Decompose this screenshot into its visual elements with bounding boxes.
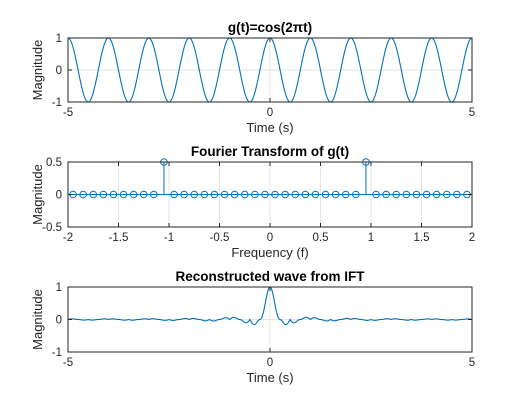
- y-axis-label: Magnitude: [30, 164, 45, 225]
- y-tick-label: 1: [56, 282, 62, 294]
- x-tick-label: 5: [469, 107, 475, 119]
- x-tick-label: 2: [469, 232, 475, 244]
- x-tick-label: 0.5: [313, 232, 329, 244]
- y-tick-label: -1: [52, 347, 62, 359]
- subplot-3: -5 0 5 -1 0 1 Reconstructed wave from IFT Time …: [30, 269, 475, 385]
- x-tick-label: -1.5: [109, 232, 129, 244]
- y-axis-label: Magnitude: [30, 40, 45, 101]
- y-tick-label: 0: [56, 315, 62, 327]
- y-axis-label: Magnitude: [30, 289, 45, 350]
- x-tick-label: 0: [267, 357, 273, 369]
- x-tick-label: -5: [63, 107, 73, 119]
- x-tick-label: 1: [368, 232, 374, 244]
- x-tick-label: 0: [267, 232, 273, 244]
- chart-title: Fourier Transform of g(t): [191, 144, 349, 159]
- chart-title: g(t)=cos(2πt): [228, 20, 312, 35]
- x-tick-label: 1.5: [414, 232, 430, 244]
- x-tick-label: -1: [164, 232, 174, 244]
- y-tick-label: 1: [56, 33, 62, 45]
- x-tick-label: -2: [63, 232, 73, 244]
- y-tick-label: 0: [56, 65, 62, 77]
- y-tick-label: 0: [56, 190, 62, 202]
- x-axis-label: Time (s): [246, 370, 293, 385]
- subplot-1: -5 0 5 -1 0 1 g(t)=cos(2πt) Time (s) Magnitude: [30, 20, 475, 135]
- x-tick-label: 5: [469, 357, 475, 369]
- y-tick-label: -0.5: [42, 222, 62, 234]
- x-tick-label: -0.5: [210, 232, 230, 244]
- chart-title: Reconstructed wave from IFT: [175, 269, 365, 284]
- subplot-2: -2 -1.5 -1 -0.5 0 0.5 1 1.5 2 -0.5 0 0.5 Fourier Tra…: [30, 144, 475, 260]
- x-axis-label: Frequency (f): [231, 245, 308, 260]
- x-tick-label: -5: [63, 357, 73, 369]
- y-tick-label: -1: [52, 97, 62, 109]
- x-axis-label: Time (s): [246, 120, 293, 135]
- y-tick-label: 0.5: [46, 157, 62, 169]
- x-tick-label: 0: [267, 107, 273, 119]
